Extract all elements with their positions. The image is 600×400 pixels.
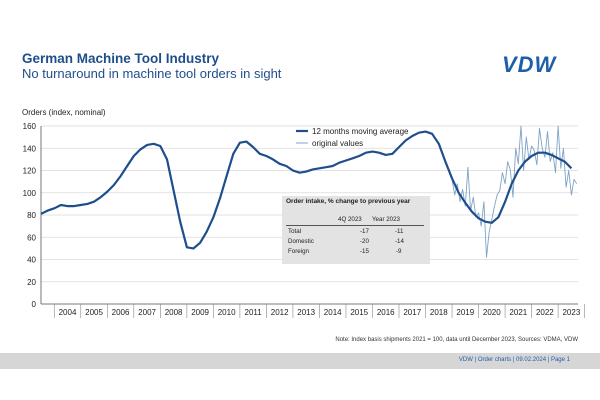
x-tick-label: 2004: [59, 308, 77, 317]
x-tick-label: 2009: [191, 308, 209, 317]
inset-row-foreign: Foreign -15 -9: [282, 248, 430, 258]
x-tick-label: 2005: [85, 308, 103, 317]
y-tick-label: 140: [23, 144, 37, 153]
x-tick-label: 2019: [456, 308, 474, 317]
series-line-original-values: [451, 125, 578, 258]
footer-bar: VDW | Order charts | 09.02.2024 | Page 1: [0, 353, 600, 369]
x-tick-label: 2020: [483, 308, 501, 317]
page-title: German Machine Tool Industry: [22, 51, 220, 66]
inset-row-label: Total: [288, 228, 302, 235]
x-tick-label: 2013: [297, 308, 315, 317]
inset-col-q4: 4Q 2023: [338, 216, 362, 223]
inset-row-q4: -15: [360, 248, 369, 255]
x-tick-label: 2023: [562, 308, 580, 317]
inset-divider: [286, 225, 424, 226]
x-tick-label: 2015: [350, 308, 368, 317]
inset-col-year: Year 2023: [372, 216, 400, 223]
x-tick-label: 2008: [165, 308, 183, 317]
inset-table: Order intake, % change to previous year …: [282, 196, 430, 264]
axes: 0 20 40 60 80 100 120 140 160 2004 2005 2006 2007 200…: [23, 122, 585, 318]
legend-label: original values: [312, 139, 363, 148]
inset-row-label: Foreign: [288, 248, 309, 255]
y-tick-label: 60: [27, 233, 36, 242]
series-layer: [40, 125, 578, 258]
x-tick-label: 2006: [112, 308, 130, 317]
inset-row-label: Domestic: [288, 238, 314, 245]
y-tick-label: 40: [27, 256, 36, 265]
x-tick-label: 2021: [509, 308, 527, 317]
inset-row-year: -9: [396, 248, 402, 255]
inset-row-domestic: Domestic -20 -14: [282, 238, 430, 248]
x-tick-label: 2011: [245, 308, 263, 317]
x-tick-label: 2012: [271, 308, 289, 317]
x-tick-label: 2007: [138, 308, 156, 317]
legend-label: 12 months moving average: [312, 127, 409, 136]
y-tick-label: 100: [23, 189, 37, 198]
y-tick-label: 80: [27, 211, 36, 220]
x-tick-label: 2018: [430, 308, 448, 317]
y-axis-label: Orders (index, nominal): [22, 108, 106, 117]
inset-row-total: Total -17 -11: [282, 228, 430, 238]
x-tick-label: 2017: [403, 308, 421, 317]
y-tick-label: 160: [23, 122, 37, 131]
inset-row-q4: -20: [360, 238, 369, 245]
x-tick-label: 2022: [536, 308, 554, 317]
y-tick-label: 0: [32, 300, 37, 309]
series-line-moving-average: [40, 130, 573, 250]
inset-row-year: -14: [395, 238, 404, 245]
legend: 12 months moving average original values: [296, 127, 409, 148]
inset-row-q4: -17: [360, 228, 369, 235]
x-tick-label: 2010: [218, 308, 236, 317]
footer-text: VDW | Order charts | 09.02.2024 | Page 1: [458, 357, 570, 363]
page-subtitle: No turnaround in machine tool orders in …: [22, 66, 282, 81]
inset-row-year: -11: [395, 228, 404, 235]
inset-table-title: Order intake, % change to previous year: [286, 198, 411, 205]
x-tick-label: 2014: [324, 308, 342, 317]
y-tick-label: 20: [27, 278, 36, 287]
x-tick-label: 2016: [377, 308, 395, 317]
vdw-logo: VDW: [502, 52, 557, 77]
y-tick-label: 120: [23, 167, 37, 176]
source-note: Note: Index basis shipments 2021 = 100, …: [335, 337, 578, 343]
